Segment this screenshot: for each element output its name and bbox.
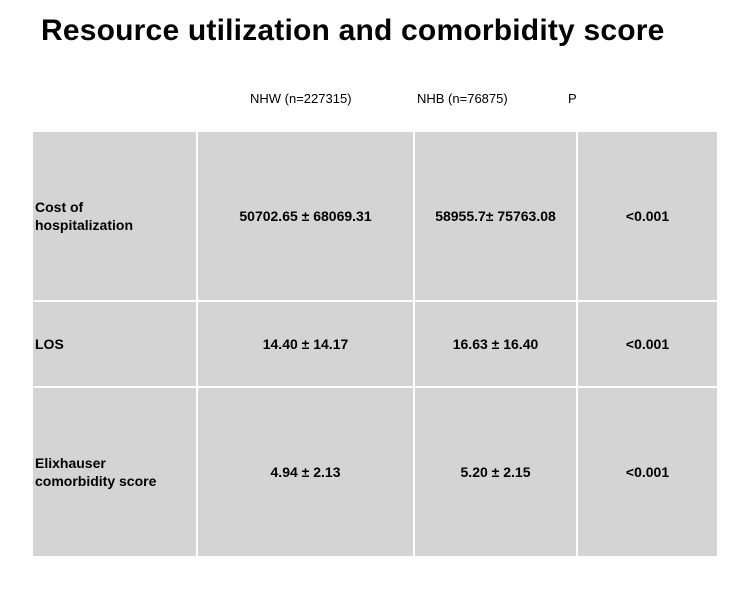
column-header-nhb: NHB (n=76875) [417, 91, 508, 106]
cell-p-cost: <0.001 [576, 130, 719, 302]
cell-nhb-elixhauser: 5.20 ± 2.15 [413, 386, 578, 558]
table-row-los: LOS 14.40 ± 14.17 16.63 ± 16.40 <0.001 [31, 300, 719, 388]
cell-nhw-elixhauser: 4.94 ± 2.13 [196, 386, 415, 558]
column-header-p: P [568, 91, 577, 106]
table-row-cost-of-hospitalization: Cost of hospitalization 50702.65 ± 68069.… [31, 130, 719, 302]
column-header-nhw: NHW (n=227315) [250, 91, 352, 106]
cell-nhb-los: 16.63 ± 16.40 [413, 300, 578, 388]
row-label-line2: hospitalization [35, 217, 133, 233]
row-label-elixhauser-comorbidity-score: Elixhauser comorbidity score [31, 386, 198, 558]
row-label-line2: comorbidity score [35, 473, 157, 489]
cell-p-elixhauser: <0.001 [576, 386, 719, 558]
cell-nhw-cost: 50702.65 ± 68069.31 [196, 130, 415, 302]
table-row-elixhauser-comorbidity-score: Elixhauser comorbidity score 4.94 ± 2.13 … [31, 386, 719, 558]
slide-title: Resource utilization and comorbidity sco… [41, 14, 665, 47]
row-label-line1: Cost of [35, 199, 84, 215]
row-label-line1: Elixhauser [35, 455, 106, 471]
cell-p-los: <0.001 [576, 300, 719, 388]
cell-nhb-cost: 58955.7± 75763.08 [413, 130, 578, 302]
results-table: Cost of hospitalization 50702.65 ± 68069.… [31, 130, 719, 558]
row-label-line1: LOS [35, 336, 64, 352]
row-label-los: LOS [31, 300, 198, 388]
cell-nhw-los: 14.40 ± 14.17 [196, 300, 415, 388]
row-label-cost-of-hospitalization: Cost of hospitalization [31, 130, 198, 302]
